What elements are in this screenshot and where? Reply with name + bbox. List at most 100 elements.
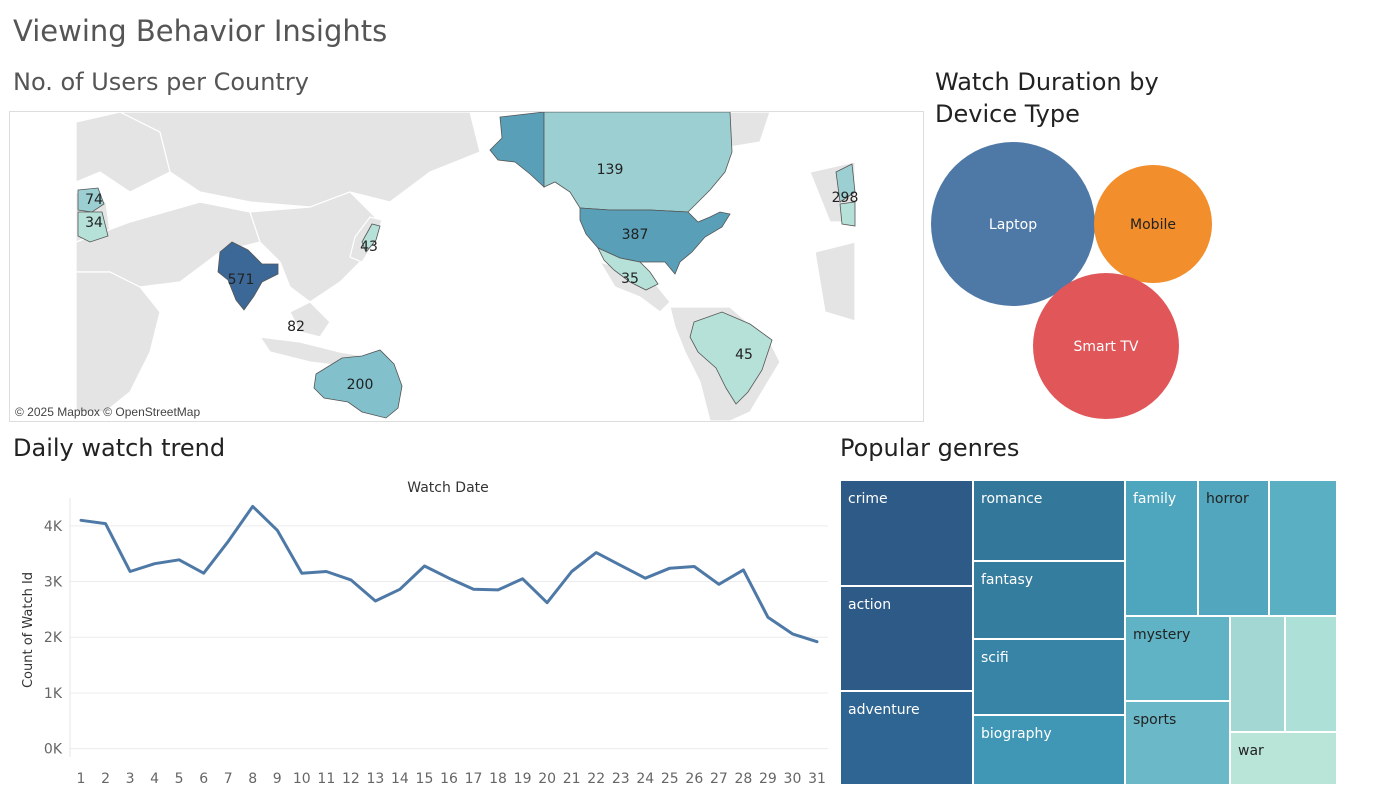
genre-cell-horror[interactable]: horror (1198, 480, 1269, 616)
genre-treemap: crime action adventure romance fantasy s… (840, 480, 1337, 785)
trend-line-series[interactable] (79, 504, 819, 644)
x-tick-label: 28 (734, 771, 752, 787)
x-tick-label: 15 (416, 771, 434, 787)
genre-cell-biography[interactable]: biography (973, 715, 1125, 785)
genre-label: horror (1206, 491, 1249, 507)
trend-y-ticks: 0K 1K 2K 3K 4K (44, 519, 63, 758)
x-tick-label: 11 (317, 771, 335, 787)
x-tick-label: 6 (199, 771, 208, 787)
x-tick-label: 13 (366, 771, 384, 787)
trend-x-axis-label: Watch Date (407, 480, 489, 496)
genre-cell-crime[interactable]: crime (840, 480, 973, 586)
x-tick-label: 21 (563, 771, 581, 787)
genre-label: fantasy (981, 572, 1034, 588)
x-tick-label: 19 (514, 771, 532, 787)
genre-cell-action[interactable]: action (840, 586, 973, 691)
y-tick-label: 2K (44, 630, 63, 646)
x-tick-label: 17 (465, 771, 483, 787)
genre-cell-romance[interactable]: romance (973, 480, 1125, 561)
country-europe-right (839, 201, 856, 227)
device-chart-title: Watch Duration by Device Type (935, 68, 1159, 128)
x-tick-label: 3 (126, 771, 135, 787)
country-uk-left (77, 187, 105, 213)
bubble-label-laptop: Laptop (989, 217, 1037, 233)
genre-cell-adventure[interactable]: adventure (840, 691, 973, 785)
x-tick-label: 12 (342, 771, 360, 787)
genre-label: action (848, 597, 892, 613)
bubble-mobile[interactable] (1094, 165, 1212, 283)
country-brazil (689, 311, 773, 405)
genre-label: crime (848, 491, 888, 507)
y-tick-label: 0K (44, 742, 63, 758)
map-label-australia: 200 (347, 377, 374, 393)
genre-cell-fantasy[interactable]: fantasy (973, 561, 1125, 639)
bubble-label-smart-tv: Smart TV (1074, 339, 1139, 355)
x-tick-label: 29 (759, 771, 777, 787)
genre-cell-scifi[interactable]: scifi (973, 639, 1125, 715)
country-japan (361, 223, 381, 253)
map-label-uk-right: 298 (832, 190, 859, 206)
x-tick-label: 2 (101, 771, 110, 787)
x-tick-label: 27 (710, 771, 728, 787)
map-label-japan: 43 (360, 239, 378, 255)
genre-cell-war[interactable]: war (1230, 732, 1337, 785)
x-tick-label: 9 (273, 771, 282, 787)
dashboard-title: Viewing Behavior Insights (13, 14, 388, 48)
y-tick-label: 3K (44, 575, 63, 591)
map-label-uk-left: 74 (85, 192, 103, 208)
map-canvas: 571 387 200 139 82 45 43 35 34 74 298 (75, 112, 859, 421)
genre-cell-mystery[interactable]: mystery (1125, 616, 1230, 701)
country-australia (313, 349, 403, 419)
x-tick-label: 30 (784, 771, 802, 787)
daily-trend-line-chart: Watch Date Count of Watch Id 0K1K2K3K4K … (21, 480, 828, 787)
trend-y-axis-label: Count of Watch Id (21, 572, 36, 688)
x-tick-label: 23 (612, 771, 630, 787)
genre-cell-unlabeled-1[interactable] (1269, 480, 1337, 616)
x-tick-label: 4 (150, 771, 159, 787)
map-label-europe-left: 34 (85, 215, 103, 231)
country-uk-right (835, 163, 856, 203)
device-bubble-chart: Laptop Mobile Smart TV (931, 142, 1212, 419)
trend-chart-title: Daily watch trend (13, 434, 226, 462)
x-tick-label: 31 (808, 771, 826, 787)
x-tick-label: 16 (440, 771, 458, 787)
x-tick-label: 1 (77, 771, 86, 787)
genre-cell-sports[interactable]: sports (1125, 701, 1230, 785)
y-tick-label: 4K (44, 519, 63, 535)
genre-label: mystery (1133, 627, 1191, 643)
trend-gridlines (69, 498, 828, 757)
x-tick-label: 25 (661, 771, 679, 787)
genre-chart-title: Popular genres (840, 434, 1020, 462)
x-tick-label: 20 (538, 771, 556, 787)
x-tick-label: 24 (636, 771, 654, 787)
bubble-laptop[interactable] (931, 142, 1095, 306)
map-land (75, 112, 856, 421)
map-highlighted-countries (77, 112, 856, 419)
map-label-canada: 139 (597, 162, 624, 178)
x-tick-label: 10 (293, 771, 311, 787)
map-attribution[interactable]: © 2025 Mapbox © OpenStreetMap (15, 405, 201, 419)
genre-label: romance (981, 491, 1043, 507)
genre-label: sports (1133, 712, 1177, 728)
x-tick-label: 7 (224, 771, 233, 787)
genre-label: war (1238, 743, 1264, 759)
genre-cell-unlabeled-3[interactable] (1285, 616, 1337, 732)
x-tick-label: 26 (685, 771, 703, 787)
map-label-india: 571 (228, 272, 255, 288)
country-india (217, 241, 279, 311)
country-europe-left (77, 211, 109, 243)
country-map[interactable]: 571 387 200 139 82 45 43 35 34 74 298 © … (9, 111, 924, 422)
genre-label: scifi (981, 650, 1009, 666)
country-mexico (597, 247, 659, 291)
genre-label: biography (981, 726, 1052, 742)
x-tick-label: 22 (587, 771, 605, 787)
x-tick-label: 14 (391, 771, 409, 787)
map-label-indonesia: 82 (287, 319, 305, 335)
trend-x-ticks: 1 2 3 4 5 6 7 8 9 10 11 12 13 14 15 16 17 18 19 20 21 22 23 24 2… (77, 771, 826, 787)
bubble-label-mobile: Mobile (1130, 217, 1176, 233)
genre-cell-family[interactable]: family (1125, 480, 1198, 616)
x-tick-label: 8 (248, 771, 257, 787)
x-tick-label: 5 (175, 771, 184, 787)
genre-cell-unlabeled-2[interactable] (1230, 616, 1285, 732)
bubble-smart-tv[interactable] (1033, 273, 1179, 419)
